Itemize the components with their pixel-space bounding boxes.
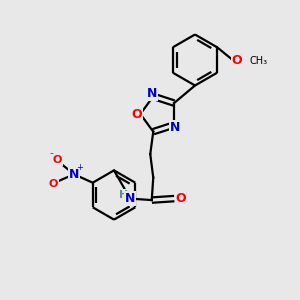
Text: N: N [147, 87, 157, 100]
Text: N: N [69, 168, 79, 181]
Text: H: H [119, 190, 128, 200]
Text: +: + [76, 163, 83, 172]
Text: O: O [131, 107, 142, 121]
Text: -: - [50, 148, 54, 158]
Text: CH₃: CH₃ [249, 56, 267, 66]
Text: O: O [232, 54, 242, 67]
Text: N: N [170, 121, 181, 134]
Text: O: O [48, 179, 58, 189]
Text: O: O [52, 155, 62, 165]
Text: N: N [125, 192, 135, 205]
Text: O: O [176, 192, 186, 205]
